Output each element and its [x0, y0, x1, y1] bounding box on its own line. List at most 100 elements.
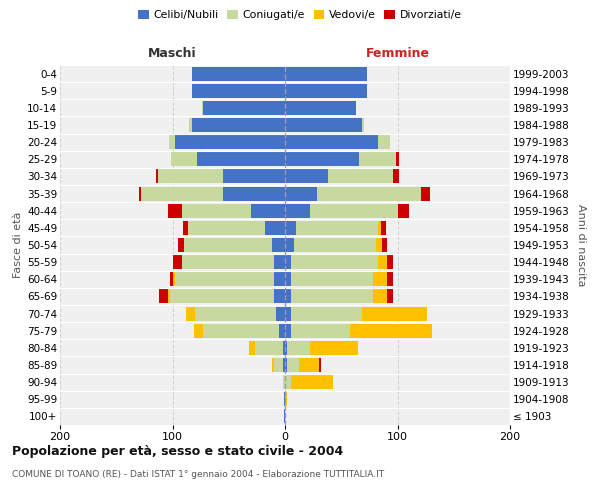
Bar [175, 135, 285, 149]
Bar [159, 290, 168, 304]
Bar [379, 221, 380, 235]
Bar [190, 118, 191, 132]
Bar [265, 221, 285, 235]
Bar [223, 170, 285, 183]
Bar [274, 290, 285, 304]
Bar [388, 255, 393, 269]
Bar [285, 66, 367, 80]
Bar [203, 101, 285, 115]
Bar [168, 290, 170, 304]
Bar [168, 204, 182, 218]
Bar [287, 358, 299, 372]
Bar [173, 272, 175, 286]
Bar [388, 272, 393, 286]
Bar [274, 255, 285, 269]
Text: Popolazione per età, sesso e stato civile - 2004: Popolazione per età, sesso e stato civil… [12, 445, 343, 458]
Bar [380, 221, 386, 235]
Bar [175, 272, 274, 286]
Bar [287, 341, 310, 355]
Bar [158, 170, 223, 183]
Bar [393, 170, 398, 183]
Bar [182, 255, 274, 269]
Bar [169, 135, 175, 149]
Bar [283, 341, 285, 355]
Bar [283, 358, 285, 372]
Bar [376, 238, 382, 252]
Bar [285, 238, 294, 252]
Bar [379, 135, 389, 149]
Bar [182, 204, 251, 218]
Bar [285, 118, 361, 132]
Bar [285, 306, 290, 320]
Bar [285, 186, 317, 200]
Bar [223, 186, 285, 200]
Bar [397, 152, 398, 166]
Bar [319, 358, 321, 372]
Bar [361, 306, 427, 320]
Bar [285, 375, 290, 389]
Bar [285, 324, 290, 338]
Bar [294, 238, 376, 252]
Bar [373, 290, 388, 304]
Bar [284, 392, 285, 406]
Bar [191, 118, 285, 132]
Bar [285, 341, 287, 355]
Bar [280, 324, 285, 338]
Bar [373, 272, 388, 286]
Bar [155, 170, 158, 183]
Bar [398, 204, 409, 218]
Bar [290, 375, 334, 389]
Bar [290, 306, 361, 320]
Bar [188, 221, 265, 235]
Legend: Celibi/Nubili, Coniugati/e, Vedovi/e, Divorziati/e: Celibi/Nubili, Coniugati/e, Vedovi/e, Di… [134, 6, 466, 25]
Bar [299, 358, 319, 372]
Bar [254, 341, 283, 355]
Bar [310, 204, 398, 218]
Bar [271, 238, 285, 252]
Bar [186, 306, 195, 320]
Bar [197, 152, 285, 166]
Bar [285, 135, 379, 149]
Bar [359, 152, 397, 166]
Bar [195, 306, 276, 320]
Bar [249, 341, 254, 355]
Bar [251, 204, 285, 218]
Y-axis label: Fasce di età: Fasce di età [13, 212, 23, 278]
Bar [285, 392, 287, 406]
Bar [285, 272, 290, 286]
Bar [170, 272, 173, 286]
Bar [421, 186, 430, 200]
Bar [388, 290, 393, 304]
Text: Femmine: Femmine [365, 47, 430, 60]
Bar [290, 255, 379, 269]
Bar [139, 186, 141, 200]
Bar [382, 238, 388, 252]
Bar [274, 358, 283, 372]
Bar [361, 118, 364, 132]
Bar [178, 238, 184, 252]
Text: COMUNE DI TOANO (RE) - Dati ISTAT 1° gennaio 2004 - Elaborazione TUTTITALIA.IT: COMUNE DI TOANO (RE) - Dati ISTAT 1° gen… [12, 470, 384, 479]
Bar [285, 170, 328, 183]
Bar [285, 358, 287, 372]
Text: Maschi: Maschi [148, 47, 197, 60]
Bar [194, 324, 203, 338]
Bar [317, 186, 421, 200]
Bar [285, 221, 296, 235]
Bar [173, 255, 182, 269]
Bar [141, 186, 223, 200]
Bar [328, 170, 393, 183]
Bar [191, 66, 285, 80]
Bar [285, 290, 290, 304]
Bar [172, 152, 197, 166]
Bar [283, 375, 285, 389]
Bar [310, 341, 358, 355]
Bar [285, 152, 359, 166]
Bar [202, 101, 203, 115]
Bar [285, 204, 310, 218]
Bar [350, 324, 433, 338]
Bar [203, 324, 280, 338]
Bar [290, 324, 350, 338]
Bar [290, 272, 373, 286]
Bar [276, 306, 285, 320]
Bar [170, 290, 274, 304]
